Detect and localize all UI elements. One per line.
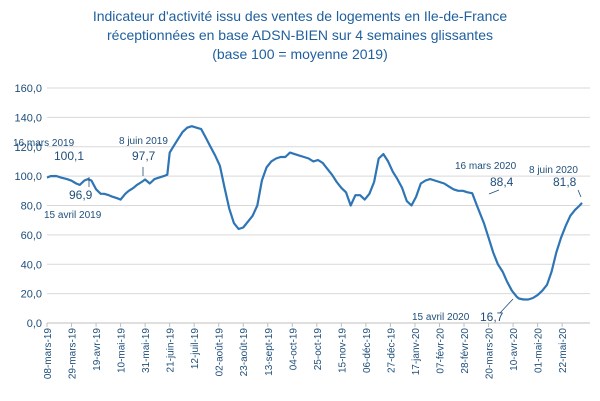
series-layer: [46, 125, 583, 301]
x-tick-label: 06-déc-19: [362, 328, 373, 373]
x-tick-label: 20-mars-20: [485, 328, 496, 380]
x-tick-label: 28-févr-20: [460, 328, 471, 374]
x-tick-label: 17-janv-20: [411, 328, 422, 376]
x-tick-label: 25-oct-19: [313, 328, 324, 371]
x-tick-label: 10-mai-19: [117, 328, 128, 373]
y-tick-label: 120,0: [14, 142, 42, 154]
x-tick-label: 13-sept-19: [264, 328, 275, 376]
x-tick-label: 04-oct-19: [288, 328, 299, 371]
x-tick-label: 02-août-19: [215, 328, 226, 377]
x-tick-label: 19-avr-19: [92, 328, 103, 371]
y-tick-label: 160,0: [14, 83, 42, 95]
annotation-date-label: 16 mars 2019: [13, 138, 75, 149]
x-tick-label: 01-mai-20: [534, 328, 545, 373]
y-tick-label: 80,0: [21, 201, 42, 213]
y-axis-ticks: 0,0 20,0 40,0 60,0 80,0 100,0 120,0 140,0 160,0: [14, 83, 42, 330]
annotation-value-label: 100,1: [54, 149, 84, 163]
x-tick-label: 08-mars-19: [43, 328, 54, 380]
annotation-value-label: 96,9: [69, 188, 93, 202]
x-tick-label: 12-juil-19: [190, 328, 201, 370]
annotation-date-label: 15 avril 2019: [44, 210, 102, 221]
chart-title: Indicateur d'activité issu des ventes de…: [0, 7, 600, 64]
x-tick-label: 15-nov-19: [337, 328, 348, 373]
x-tick-label: 07-févr-20: [435, 328, 446, 374]
annotation-date-label: 16 mars 2020: [455, 161, 517, 172]
y-tick-label: 20,0: [21, 289, 42, 301]
x-tick-label: 29-mars-19: [68, 328, 79, 380]
annotation-value-label: 97,7: [132, 149, 156, 163]
x-tick-label: 23-août-19: [239, 328, 250, 377]
y-tick-label: 100,0: [14, 171, 42, 183]
annotation-date-label: 15 avril 2020: [412, 312, 470, 323]
chart-title-line-1: Indicateur d'activité issu des ventes de…: [92, 8, 508, 24]
chart-title-line-2: réceptionnées en base ADSN-BIEN sur 4 se…: [107, 27, 493, 43]
annotation-date-label: 8 juin 2019: [119, 136, 168, 147]
x-tick-label: 31-mai-19: [141, 328, 152, 373]
annotation-leader: [577, 189, 582, 198]
annotation-date-label: 8 juin 2020: [529, 165, 578, 176]
annotation-leader: [488, 189, 500, 195]
y-tick-label: 60,0: [21, 230, 42, 242]
y-tick-label: 140,0: [14, 112, 42, 124]
series-line: [46, 125, 583, 301]
chart-title-line-3: (base 100 = moyenne 2019): [212, 46, 388, 62]
x-axis-ticks: 08-mars-19 29-mars-19 19-avr-19 10-mai-19 31…: [43, 323, 569, 379]
x-tick-label: 27-déc-19: [386, 328, 397, 373]
y-tick-label: 0,0: [27, 318, 42, 330]
x-tick-label: 21-juin-19: [166, 328, 177, 373]
annotation-leader: [499, 298, 514, 314]
gridlines: [47, 87, 590, 324]
x-tick-label: 10-avr-20: [509, 328, 520, 371]
annotation-value-label: 81,8: [553, 175, 577, 189]
x-tick-label: 22-mai-20: [558, 328, 569, 373]
annotation-value-label: 88,4: [490, 175, 514, 189]
annotation-value-label: 16,7: [480, 310, 504, 324]
y-tick-label: 40,0: [21, 259, 42, 271]
